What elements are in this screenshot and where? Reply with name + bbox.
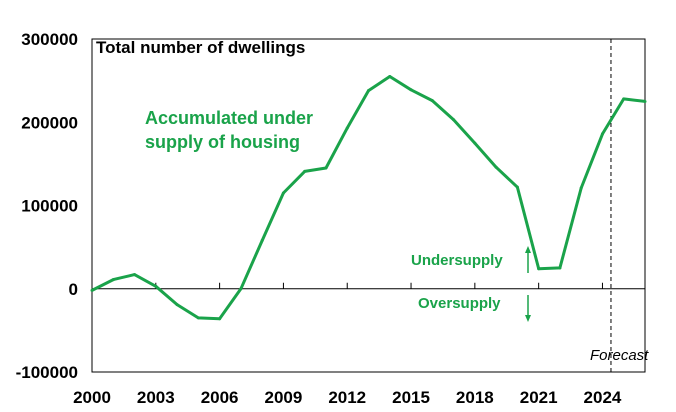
data-point	[367, 89, 370, 93]
y-tick-labels: 300000 200000 100000 0 -100000	[16, 30, 78, 382]
oversupply-label: Oversupply	[418, 295, 501, 312]
data-point	[600, 132, 604, 136]
data-point	[324, 166, 328, 170]
data-point	[494, 165, 498, 169]
y-tick-label: 100000	[21, 197, 78, 216]
data-point	[196, 316, 200, 320]
data-point	[90, 288, 94, 292]
data-point	[260, 238, 264, 242]
up-arrow-icon	[525, 246, 531, 273]
data-points	[90, 74, 647, 321]
undersupply-label: Undersupply	[411, 252, 503, 269]
data-point	[303, 169, 307, 173]
x-tick-label: 2015	[392, 388, 430, 407]
x-tick-label: 2012	[328, 388, 366, 407]
data-point	[133, 273, 137, 277]
x-tick-label: 2021	[520, 388, 558, 407]
data-point	[537, 267, 541, 271]
x-tick-label: 2024	[584, 388, 622, 407]
plot-frame	[91, 38, 646, 373]
chart-title: Total number of dwellings	[96, 38, 305, 57]
data-point	[409, 88, 413, 92]
series-label-line2: supply of housing	[145, 132, 300, 152]
x-tick-label: 2018	[456, 388, 494, 407]
data-point	[111, 278, 115, 282]
data-point	[154, 284, 158, 288]
forecast-label: Forecast	[590, 347, 649, 364]
data-point	[473, 141, 477, 145]
data-point	[643, 99, 647, 103]
y-tick-label: -100000	[16, 363, 78, 382]
x-tick-label: 2003	[137, 388, 175, 407]
data-point	[558, 266, 562, 270]
y-tick-label: 300000	[21, 30, 78, 49]
data-point	[345, 126, 349, 130]
y-tick-label: 0	[69, 280, 78, 299]
data-point	[622, 97, 626, 101]
x-tick-label: 2009	[265, 388, 303, 407]
data-point	[239, 287, 243, 291]
x-tick-label: 2000	[73, 388, 111, 407]
y-tick-label: 200000	[21, 113, 78, 132]
x-tick-marks	[91, 282, 603, 289]
data-point	[388, 74, 392, 78]
data-point	[452, 118, 456, 122]
data-point	[281, 191, 285, 195]
down-arrow-icon	[525, 295, 531, 322]
data-point	[430, 99, 434, 103]
x-tick-labels: 2000 2003 2006 2009 2012 2015 2018 2021 2024	[73, 388, 622, 407]
x-tick-label: 2006	[201, 388, 239, 407]
data-point	[218, 317, 222, 321]
data-point	[175, 303, 179, 307]
data-point	[579, 186, 583, 190]
series-label-line1: Accumulated under	[145, 108, 313, 128]
data-point	[515, 185, 519, 189]
